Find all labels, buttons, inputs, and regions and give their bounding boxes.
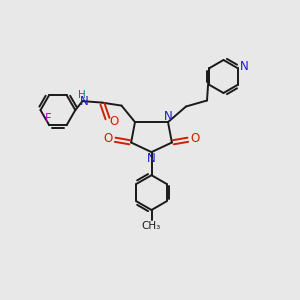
Text: N: N [147,152,156,165]
Text: H: H [78,90,86,100]
Text: O: O [191,131,200,145]
Text: F: F [44,112,51,125]
Text: CH₃: CH₃ [142,220,161,231]
Text: N: N [239,60,248,73]
Text: O: O [110,115,118,128]
Text: N: N [80,95,88,108]
Text: O: O [103,131,112,145]
Text: N: N [164,110,172,123]
